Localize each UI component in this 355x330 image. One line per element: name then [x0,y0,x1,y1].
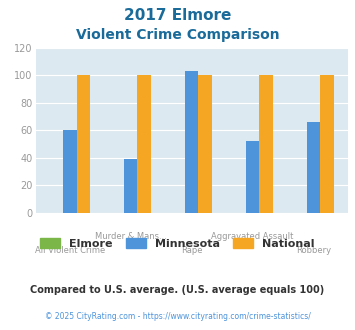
Text: Robbery: Robbery [296,246,331,255]
Legend: Elmore, Minnesota, National: Elmore, Minnesota, National [36,234,319,253]
Bar [198,75,212,213]
Text: Compared to U.S. average. (U.S. average equals 100): Compared to U.S. average. (U.S. average … [31,285,324,295]
Bar [246,141,260,213]
Bar [260,75,273,213]
Text: All Violent Crime: All Violent Crime [35,246,105,255]
Text: © 2025 CityRating.com - https://www.cityrating.com/crime-statistics/: © 2025 CityRating.com - https://www.city… [45,312,310,321]
Bar [307,122,320,213]
Text: Violent Crime Comparison: Violent Crime Comparison [76,28,279,42]
Bar [77,75,90,213]
Text: Aggravated Assault: Aggravated Assault [212,232,294,241]
Bar [320,75,334,213]
Bar [124,159,137,213]
Bar [185,71,198,213]
Text: 2017 Elmore: 2017 Elmore [124,8,231,23]
Bar [63,130,77,213]
Bar [137,75,151,213]
Text: Rape: Rape [181,246,202,255]
Text: Murder & Mans...: Murder & Mans... [95,232,167,241]
